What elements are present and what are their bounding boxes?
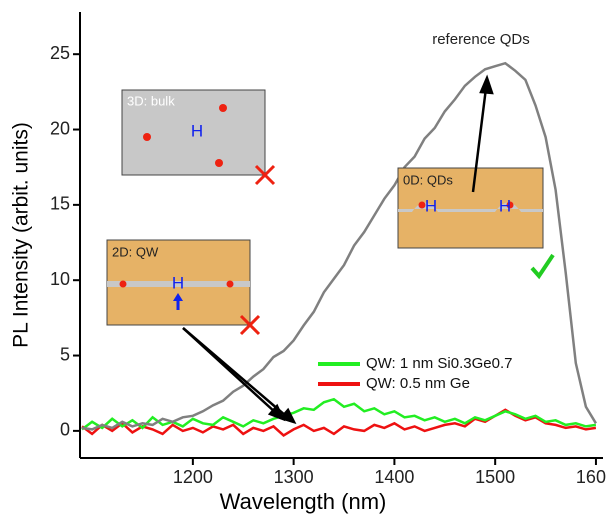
hole-label: H: [191, 121, 203, 140]
y-tick-label: 0: [60, 420, 70, 440]
hole-label: H: [499, 196, 511, 215]
inset-0d: 0D: QDs H H: [397, 167, 555, 280]
arrows: [182, 74, 494, 425]
x-tick-label: 1300: [274, 467, 314, 487]
inset-2d: 2D: QW H: [106, 239, 261, 336]
annotation: reference QDs: [432, 31, 530, 48]
legend-label: QW: 0.5 nm Ge: [366, 375, 470, 392]
inset-label: 3D: bulk: [127, 93, 175, 108]
series-line: [81, 397, 597, 431]
hole-label: H: [172, 273, 184, 292]
inset-3d: 3D: bulk H: [121, 89, 276, 186]
y-tick-label: 5: [60, 344, 70, 364]
legend-label: QW: 1 nm Si0.3Ge0.7: [366, 355, 512, 372]
inset-label: 2D: QW: [112, 244, 159, 259]
x-tick-label: 1200: [173, 467, 213, 487]
x-axis-label: Wavelength (nm): [220, 489, 387, 514]
y-tick-label: 25: [50, 43, 70, 63]
y-tick-label: 15: [50, 194, 70, 214]
inset-label: 0D: QDs: [403, 172, 453, 187]
y-tick-label: 20: [50, 118, 70, 138]
x-tick-label: 1400: [374, 467, 414, 487]
x-tick-label: 1500: [475, 467, 515, 487]
hole-label: H: [425, 196, 437, 215]
series-line: [81, 61, 597, 431]
y-tick-label: 10: [50, 269, 70, 289]
y-axis-label: PL Intensity (arbit. units): [10, 122, 33, 348]
